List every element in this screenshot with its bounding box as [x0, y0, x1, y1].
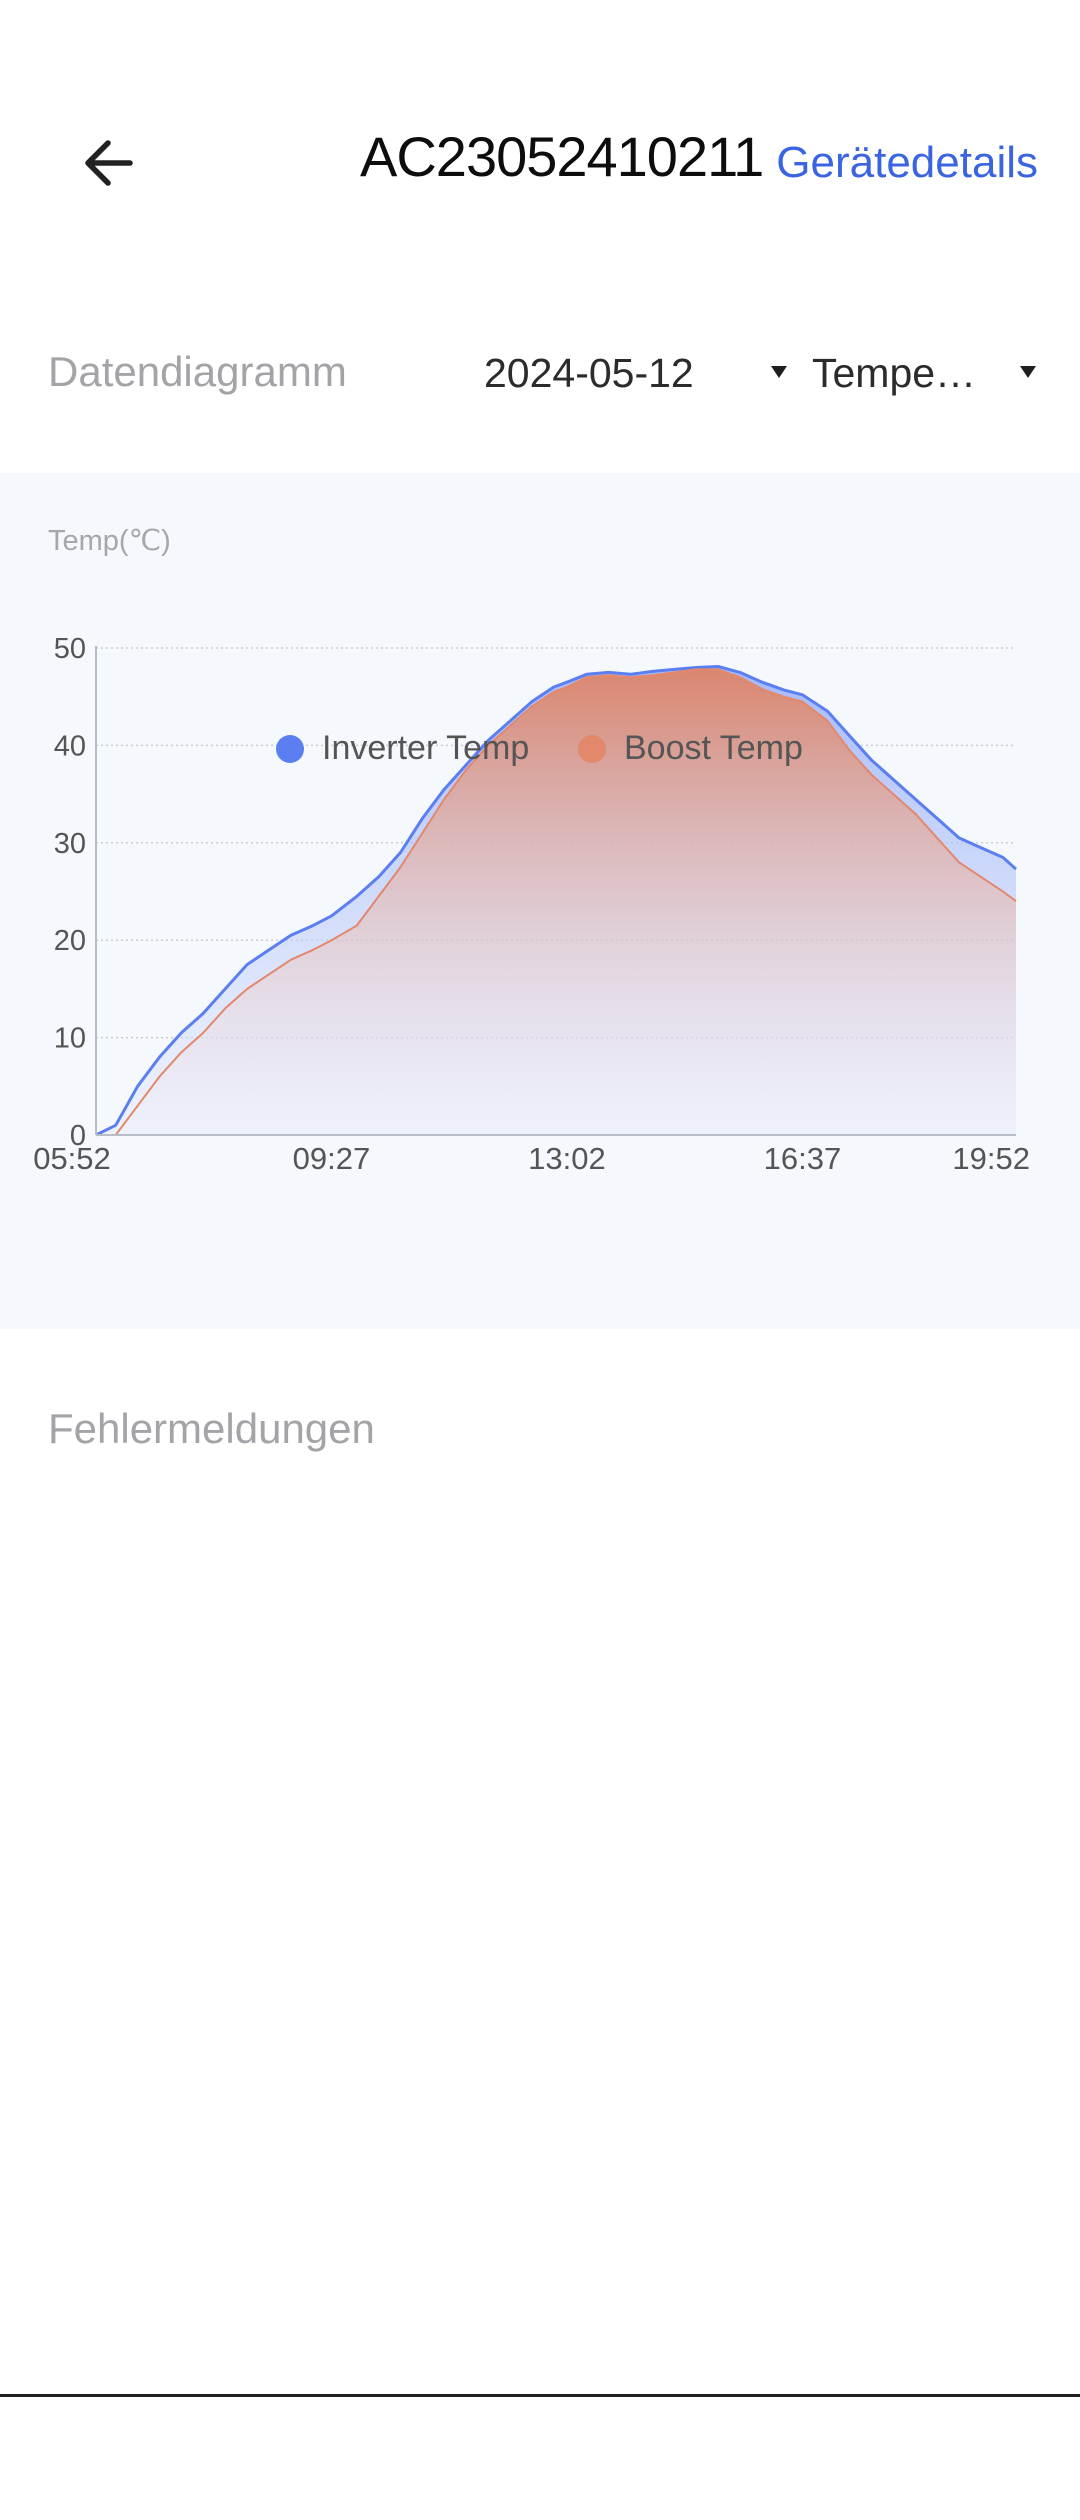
temperature-chart: Temp(℃) 0 10 20 30 40 50 05:52 09:27 13:02 16:37 1…	[33, 525, 1030, 1176]
chart-panel: Temp(℃) 0 10 20 30 40 50 05:52 09:27 13:02 16:37 1…	[0, 473, 1080, 1329]
section-title: Datendiagramm	[48, 348, 347, 395]
x-tick-label: 09:27	[293, 1141, 371, 1176]
legend-label: Boost Temp	[624, 729, 803, 767]
fault-messages-title: Fehlermeldungen	[48, 1405, 375, 1452]
back-button[interactable]	[70, 128, 150, 198]
device-details-link[interactable]: Gerätedetails	[776, 138, 1038, 187]
x-tick-label: 13:02	[528, 1141, 606, 1176]
y-tick-label: 30	[54, 828, 86, 860]
series-line	[95, 665, 1017, 1137]
arrow-left-icon	[85, 140, 133, 186]
bottom-divider	[0, 2394, 1080, 2397]
series-area	[96, 669, 1016, 1135]
y-axis-label: Temp(℃)	[48, 525, 171, 557]
series-line	[96, 668, 1017, 1136]
y-tick-label: 50	[54, 633, 86, 665]
page-title: AC23052410211	[360, 125, 764, 188]
chart-controls: Datendiagramm 2024-05-12 Tempe…	[0, 330, 1080, 420]
y-tick-label: 40	[54, 730, 86, 762]
data-type-select-value: Tempe…	[812, 350, 977, 396]
legend-label: Inverter Temp	[322, 729, 529, 767]
y-tick-label: 0	[70, 1120, 86, 1152]
x-tick-label: 05:52	[33, 1141, 111, 1176]
legend-swatch	[578, 735, 606, 763]
date-select-value: 2024-05-12	[484, 350, 694, 396]
y-tick-label: 20	[54, 925, 86, 957]
legend-swatch	[276, 735, 304, 763]
date-select[interactable]: 2024-05-12	[484, 342, 789, 406]
x-tick-label: 19:52	[952, 1141, 1030, 1176]
data-type-select[interactable]: Tempe…	[812, 342, 1038, 406]
caret-down-icon	[771, 366, 787, 378]
caret-down-icon	[1020, 366, 1036, 378]
y-tick-label: 10	[54, 1023, 86, 1055]
x-tick-label: 16:37	[764, 1141, 842, 1176]
top-bar: AC23052410211 Gerätedetails	[0, 100, 1080, 224]
